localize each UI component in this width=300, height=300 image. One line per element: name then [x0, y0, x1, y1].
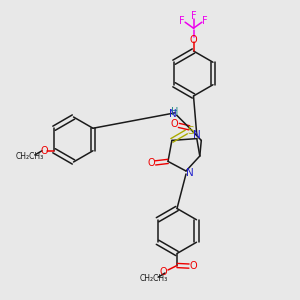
- Text: N: N: [186, 167, 194, 178]
- Text: N: N: [169, 109, 176, 119]
- Text: CH₂CH₃: CH₂CH₃: [140, 274, 168, 283]
- Text: O: O: [190, 34, 197, 45]
- Text: O: O: [148, 158, 155, 168]
- Text: O: O: [40, 146, 48, 156]
- Text: F: F: [202, 16, 208, 26]
- Text: O: O: [190, 261, 197, 271]
- Text: F: F: [179, 16, 185, 26]
- Text: O: O: [160, 267, 168, 277]
- Text: S: S: [188, 126, 194, 136]
- Text: CH₂CH₃: CH₂CH₃: [15, 152, 44, 160]
- Text: H: H: [171, 106, 178, 117]
- Text: N: N: [193, 130, 201, 140]
- Text: O: O: [170, 119, 178, 129]
- Text: F: F: [191, 11, 196, 21]
